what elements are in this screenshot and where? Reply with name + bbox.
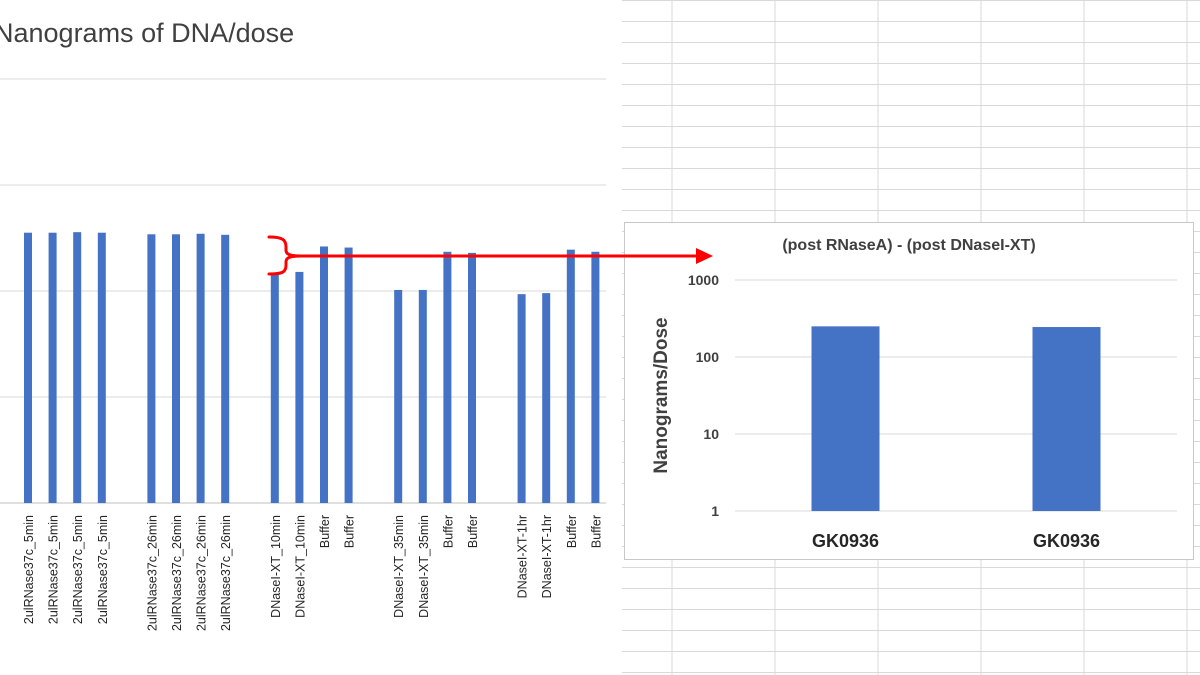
x-tick-label: 2ulRNase37c_26min [219, 515, 233, 631]
bar [147, 234, 156, 504]
x-tick-label: 2ulRNase37c_26min [195, 515, 209, 631]
main-chart-title: Nanograms of DNA/dose [0, 18, 295, 48]
bar [811, 326, 880, 511]
bar [97, 232, 106, 503]
y-tick-label: 10 [703, 426, 719, 442]
inset-chart-title: (post RNaseA) - (post DNaseI-XT) [782, 237, 1036, 254]
main-chart[interactable]: Nanograms of DNA/dose 2ulRNase37c_5min 2u… [0, 0, 622, 675]
y-tick-label: 1000 [688, 272, 719, 288]
bar [394, 289, 403, 503]
bar [320, 246, 328, 504]
x-tick-label: Buffer [589, 515, 603, 548]
x-tick-label: 2ulRNase37c_5min [71, 515, 85, 624]
bar [48, 232, 57, 503]
bar [468, 252, 476, 503]
x-tick-label: GK0936 [812, 531, 879, 551]
bar [73, 232, 82, 504]
bar [344, 247, 353, 503]
bar [24, 232, 32, 503]
x-tick-label: 2ulRNase37c_26min [145, 515, 159, 631]
bar [295, 271, 304, 503]
main-chart-plot: 2ulRNase37c_5min 2ulRNase37c_5min 2ulRNase… [0, 78, 606, 631]
x-tick-label: 2ulRNase37c_5min [47, 515, 61, 624]
x-tick-label: DNaseI-XT_10min [269, 515, 283, 618]
x-tick-label: DNaseI-XT-1hr [540, 515, 554, 598]
x-tick-label: 2ulRNase37c_5min [22, 515, 36, 624]
x-tick-label: DNaseI-XT_10min [293, 515, 307, 618]
bar [196, 233, 205, 503]
bar [1032, 327, 1101, 511]
bar [270, 272, 279, 503]
x-tick-label: Buffer [441, 515, 455, 548]
bar [591, 251, 600, 503]
bar [542, 293, 551, 503]
x-tick-label: Buffer [318, 515, 332, 548]
x-tick-label: Buffer [343, 515, 357, 548]
bar [418, 289, 427, 503]
y-tick-label: 1 [711, 503, 719, 519]
y-tick-label: 100 [696, 349, 720, 365]
x-tick-label: DNaseI-XT_35min [417, 515, 431, 618]
bar [517, 294, 526, 503]
x-tick-label: DNaseI-XT_35min [392, 515, 406, 618]
x-tick-label: GK0936 [1033, 531, 1100, 551]
x-tick-label: DNaseI-XT-1hr [516, 515, 530, 598]
x-tick-label: 2ulRNase37c_26min [170, 515, 184, 631]
y-axis-label: Nanograms/Dose [651, 317, 672, 473]
inset-chart-plot: 1 10 100 1000 Nanograms/Dose GK0936 GK0936 [651, 272, 1177, 551]
bar [566, 249, 575, 503]
bar [172, 234, 180, 504]
inset-chart[interactable]: (post RNaseA) - (post DNaseI-XT) 1 10 100 1… [624, 222, 1194, 560]
bar [443, 251, 452, 503]
bar [221, 234, 230, 503]
x-tick-label: 2ulRNase37c_5min [96, 515, 110, 624]
x-tick-label: Buffer [466, 515, 480, 548]
x-tick-label: Buffer [565, 515, 579, 548]
